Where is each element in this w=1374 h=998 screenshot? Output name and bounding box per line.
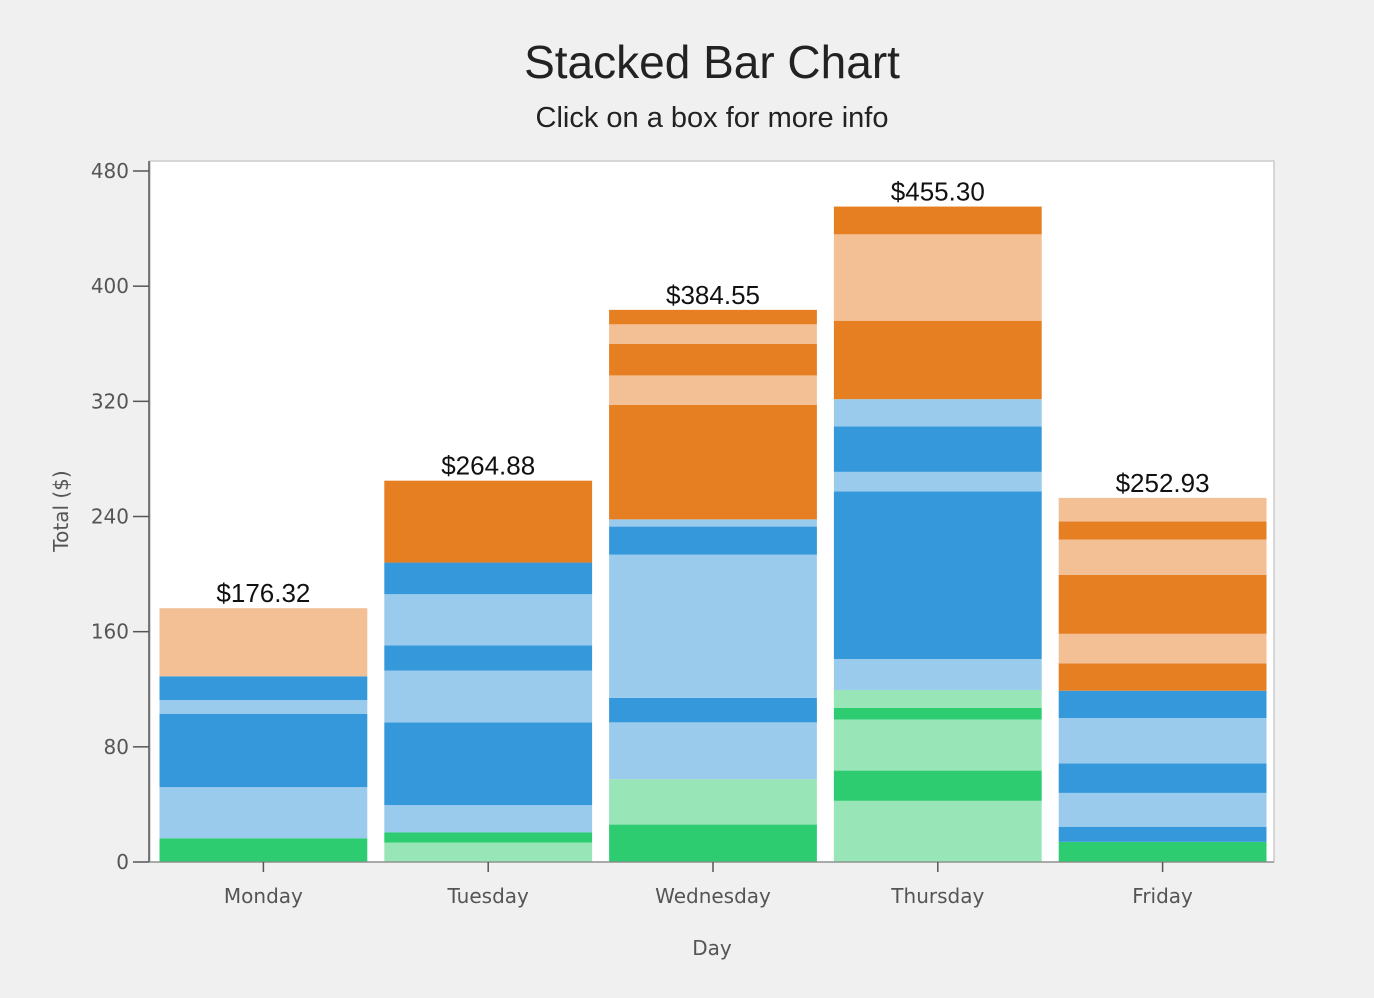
bar-segment[interactable] [1058,663,1267,691]
bar-segment[interactable] [609,375,817,405]
bar-segment[interactable] [1058,539,1267,575]
bar-segment[interactable] [384,842,593,862]
x-tick-label: Friday [1132,884,1193,908]
bar-segment[interactable] [1058,521,1267,540]
bar-total-label: $176.32 [216,578,310,608]
bar-segment[interactable] [159,608,368,677]
bar-segment[interactable] [833,426,1042,472]
y-tick-label: 160 [91,620,129,644]
bar-total-label: $264.88 [441,451,535,481]
bar-segment[interactable] [609,519,817,527]
bar-segment[interactable] [1058,690,1267,719]
bar-total-label: $384.55 [666,280,760,310]
bar-stack-thursday [833,206,1042,862]
bar-segment[interactable] [833,320,1042,400]
chart-title: Stacked Bar Chart [524,36,900,88]
x-axis-ticks: Monday Tuesday Wednesday Thursday Friday [224,862,1193,908]
bar-segment[interactable] [159,838,368,862]
chart-subtitle: Click on a box for more info [536,102,889,134]
bar-segment[interactable] [384,832,593,843]
bar-segment[interactable] [609,824,817,862]
bar-segment[interactable] [609,722,817,780]
bar-segment[interactable] [833,399,1042,427]
bars-layer [159,206,1267,862]
bar-segment[interactable] [833,689,1042,708]
bar-segment[interactable] [833,707,1042,720]
bar-segment[interactable] [609,697,817,723]
y-tick-label: 400 [91,274,129,298]
bar-segment[interactable] [609,343,817,376]
bar-segment[interactable] [833,491,1042,660]
bar-segment[interactable] [1058,792,1267,827]
bar-stack-monday [159,608,368,862]
bar-stack-tuesday [384,480,593,862]
bar-segment[interactable] [609,526,817,555]
bar-segment[interactable] [833,719,1042,771]
x-tick-label: Thursday [890,884,984,908]
bar-segment[interactable] [384,670,593,723]
bar-segment[interactable] [384,480,593,563]
y-tick-label: 80 [104,735,129,759]
x-tick-label: Monday [224,884,303,908]
y-axis-label: Total ($) [49,470,73,552]
y-axis-ticks: 0 80 160 240 320 400 480 [91,159,149,874]
bar-segment[interactable] [159,713,368,788]
bar-total-label: $252.93 [1116,468,1210,498]
bar-stack-friday [1058,497,1267,862]
y-tick-label: 320 [91,389,129,413]
bar-segment[interactable] [833,659,1042,690]
bar-segment[interactable] [833,234,1042,321]
bar-segment[interactable] [384,562,593,595]
y-tick-label: 480 [91,159,129,183]
bar-segment[interactable] [1058,826,1267,842]
bar-segment[interactable] [1058,763,1267,793]
bar-segment[interactable] [159,676,368,701]
y-tick-label: 240 [91,505,129,529]
y-tick-label: 0 [116,850,129,874]
bar-segment[interactable] [159,787,368,839]
bar-segment[interactable] [159,700,368,714]
bar-segment[interactable] [1058,574,1267,634]
bar-segment[interactable] [1058,497,1267,522]
x-tick-label: Tuesday [447,884,530,908]
x-tick-label: Wednesday [655,884,771,908]
bar-segment[interactable] [384,594,593,646]
bar-segment[interactable] [1058,841,1267,862]
bar-stack-wednesday [609,309,817,862]
totals-layer: $176.32 $264.88 $384.55 $455.30 $252.93 [216,177,1209,609]
bar-segment[interactable] [384,645,593,671]
bar-segment[interactable] [609,309,817,325]
x-axis-label: Day [692,936,732,960]
bar-total-label: $455.30 [891,177,985,207]
bar-segment[interactable] [384,722,593,806]
bar-segment[interactable] [833,800,1042,862]
bar-segment[interactable] [1058,633,1267,664]
bar-segment[interactable] [609,554,817,698]
bar-segment[interactable] [609,404,817,520]
bar-segment[interactable] [833,471,1042,492]
bar-segment[interactable] [833,206,1042,235]
bar-segment[interactable] [609,324,817,344]
bar-segment[interactable] [1058,718,1267,764]
bar-segment[interactable] [384,805,593,833]
bar-segment[interactable] [833,770,1042,801]
bar-segment[interactable] [609,779,817,825]
